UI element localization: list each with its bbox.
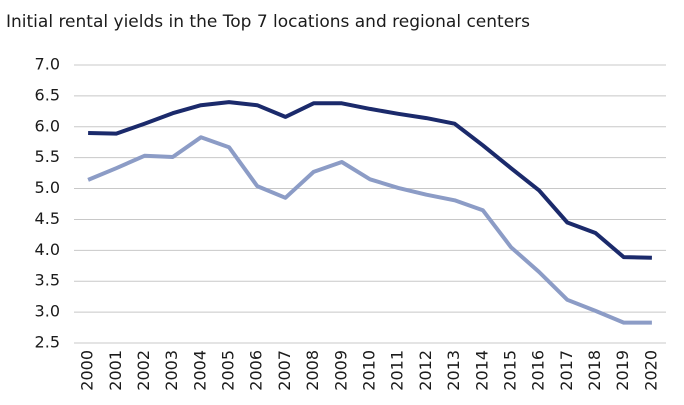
y-tick-label: 5.0 [35,178,60,197]
x-tick-label: 2017 [557,350,576,391]
series-line [87,135,652,325]
x-tick-label: 2015 [500,350,519,391]
y-tick-label: 3.5 [35,271,60,290]
x-tick-label: 2007 [275,350,294,391]
x-tick-label: 2008 [303,350,322,391]
x-tick-label: 2016 [529,350,548,391]
x-tick-label: 2004 [190,350,209,391]
y-tick-label: 2.5 [35,333,60,352]
y-tick-label: 5.5 [35,147,60,166]
x-tick-label: 2019 [613,350,632,391]
x-tick-label: 2000 [78,350,97,391]
y-tick-label: 4.0 [35,240,60,259]
x-tick-label: 2002 [134,350,153,391]
series-line [88,100,652,260]
x-tick-label: 2018 [585,350,604,391]
x-tick-label: 2011 [388,350,407,391]
x-tick-label: 2006 [247,350,266,391]
y-tick-label: 3.0 [35,302,60,321]
x-tick-label: 2014 [472,350,491,391]
y-tick-label: 4.5 [35,209,60,228]
x-tick-label: 2020 [641,350,660,391]
x-tick-label: 2009 [331,350,350,391]
x-tick-label: 2005 [219,350,238,391]
y-tick-label: 6.0 [35,116,60,135]
x-tick-label: 2001 [106,350,125,391]
x-tick-label: 2013 [444,350,463,391]
chart-title: Initial rental yields in the Top 7 locat… [6,12,530,32]
y-tick-label: 7.0 [35,55,60,74]
x-tick-label: 2010 [360,350,379,391]
x-tick-label: 2012 [416,350,435,391]
y-tick-label: 6.5 [35,85,60,104]
x-tick-label: 2003 [162,350,181,391]
